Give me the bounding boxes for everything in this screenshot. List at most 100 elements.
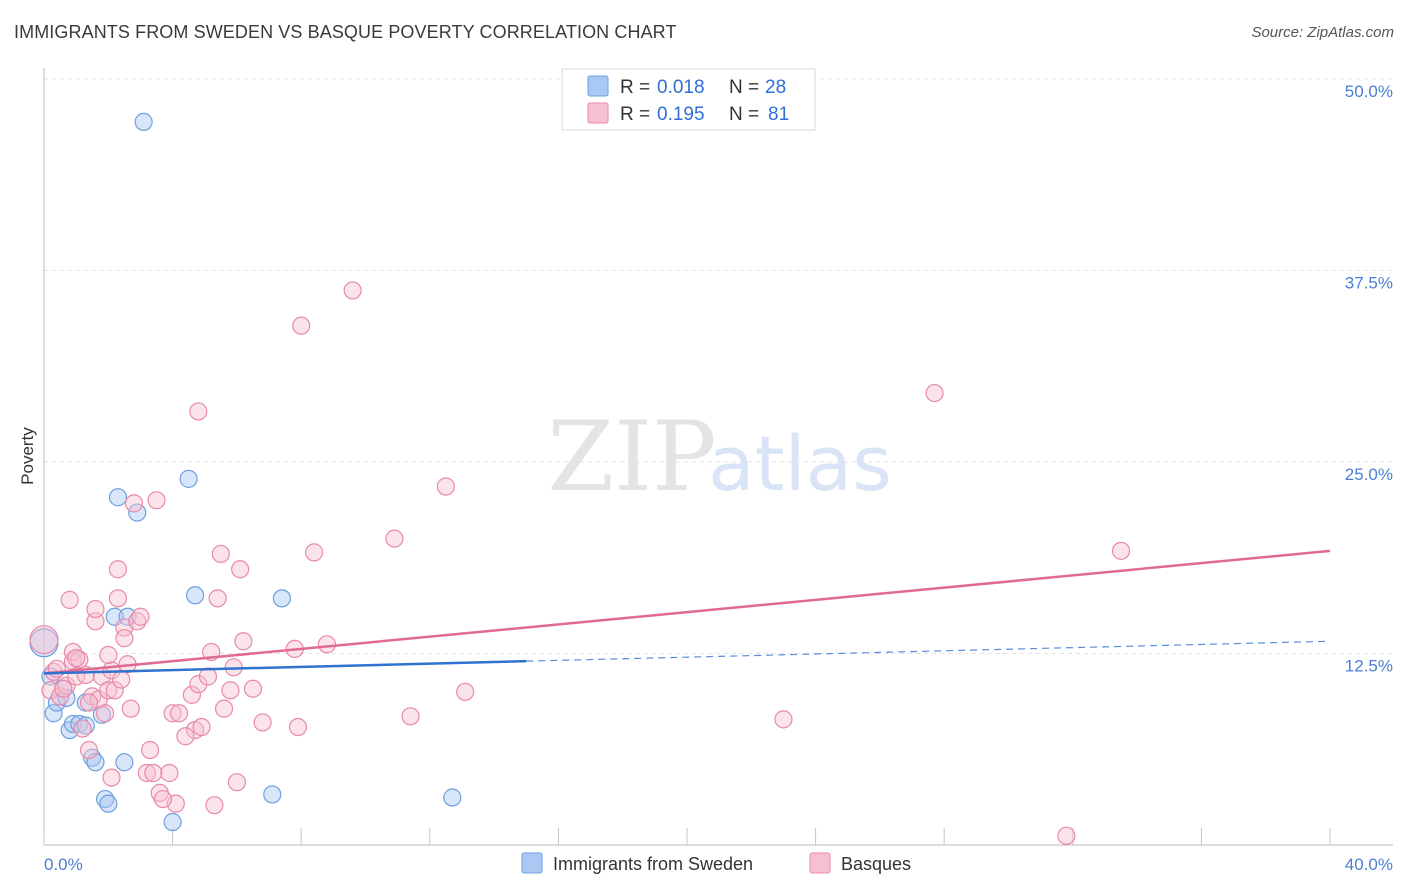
basques-point-65 [401,707,420,726]
basques-point-24 [108,560,128,579]
basques-point-43 [189,402,208,421]
sweden-point-24 [263,785,282,804]
basques-point-44 [189,675,208,694]
series-legend-swatch-basques [809,852,831,874]
basques-point-77 [253,713,272,732]
basques-point-32 [137,763,156,783]
chart-title: IMMIGRANTS FROM SWEDEN VS BASQUE POVERTY… [14,22,677,42]
sweden-point-26 [443,788,462,807]
y-tick-label-0: 12.5% [1345,657,1393,676]
source-credit: Source: ZipAtlas.com [1251,24,1394,41]
basques-point-37 [160,763,179,783]
y-tick-label-3: 50.0% [1345,82,1393,101]
basques-point-59 [288,717,308,737]
sweden-trend-line [43,659,527,675]
basques-point-49 [208,589,227,608]
basques-point-22 [105,681,124,700]
basques-point-57 [243,679,263,698]
basques-point-21 [102,768,121,787]
sweden-point-14 [99,794,118,813]
basques-point-26 [115,629,134,648]
basques-trend-line [43,549,1331,675]
basques-point-79 [67,648,86,668]
legend-r-label-basques: R = [620,104,650,125]
basques-point-69 [925,383,944,403]
stats-legend: R = 0.018 N = 28 R = 0.195 N = 81 [561,68,816,131]
series-legend-swatch-sweden [521,852,543,874]
legend-r-label-sweden: R = [620,77,650,98]
legend-swatch-basques [587,102,609,124]
sweden-point-1 [44,704,63,723]
sweden-point-20 [134,112,153,131]
trend-lines [43,549,1331,675]
watermark-atlas: atlas [708,419,892,508]
legend-n-label-basques: N = [729,104,759,125]
basques-point-60 [292,316,311,335]
legend-n-value-sweden: 28 [765,77,786,98]
basques-point-67 [456,682,475,701]
basques-point-76 [176,727,195,746]
basques-point-52 [221,681,240,700]
legend-r-value-basques: 0.195 [657,104,705,125]
basques-point-56 [234,632,253,651]
sweden-point-18 [118,607,137,626]
series-legend-label-sweden: Immigrants from Sweden [553,854,753,874]
basques-point-73 [79,693,99,712]
basques-point-38 [163,704,182,723]
basques-point-72 [54,679,73,698]
basques-point-80 [112,670,131,689]
legend-swatch-sweden [587,75,609,97]
basques-point-35 [147,491,166,510]
basques-point-34 [144,763,163,783]
watermark: ZIP atlas [547,401,891,513]
y-tick-label-1: 25.0% [1345,465,1393,484]
basques-point-61 [304,543,324,562]
y-tick-labels: 12.5% 25.0% 37.5% 50.0% [1345,82,1393,676]
basques-point-15 [86,599,105,619]
x-tick-label-min: 0.0% [44,855,83,874]
sweden-point-8 [76,716,95,735]
basques-point-6 [60,590,79,609]
basques-point-28 [121,699,140,718]
legend-n-value-basques: 81 [768,104,789,125]
basques-point-62 [317,635,337,654]
basques-point-63 [343,281,362,300]
basques-point-4 [57,676,76,695]
legend-r-value-sweden: 0.018 [657,77,705,98]
basques-point-64 [385,529,404,548]
sweden-point-21 [163,812,182,832]
sweden-point-16 [108,488,128,507]
basques-point-0 [29,625,59,655]
basques-point-46 [198,667,218,686]
sweden-trend-extension [526,640,1331,662]
basques-point-40 [169,704,189,723]
series-legend: Immigrants from Sweden Basques [521,852,911,874]
y-axis-title: Poverty [18,427,37,485]
basques-point-18 [95,704,115,723]
basques-point-78 [47,659,66,678]
basques-point-55 [231,560,250,579]
sweden-point-17 [115,753,134,772]
x-tick-label-max: 40.0% [1345,855,1393,874]
basques-point-23 [108,589,128,608]
basques-point-74 [99,645,118,665]
series-legend-label-basques: Basques [841,854,911,874]
basques-point-48 [205,796,224,815]
watermark-zip: ZIP [547,401,716,513]
basques-point-19 [99,681,118,700]
basques-point-75 [153,789,173,809]
basques-point-68 [774,710,793,729]
sweden-point-22 [179,469,198,488]
sweden-point-23 [186,586,205,605]
basques-point-41 [182,685,201,704]
basques-point-66 [436,477,455,496]
basques-point-45 [192,717,211,737]
basques-point-54 [227,773,246,792]
basques-point-70 [1057,826,1076,845]
basques-point-31 [131,607,150,626]
basques-point-10 [73,719,92,738]
basques-point-71 [1111,541,1131,560]
basques-point-33 [140,740,160,760]
sweden-point-25 [272,589,292,608]
